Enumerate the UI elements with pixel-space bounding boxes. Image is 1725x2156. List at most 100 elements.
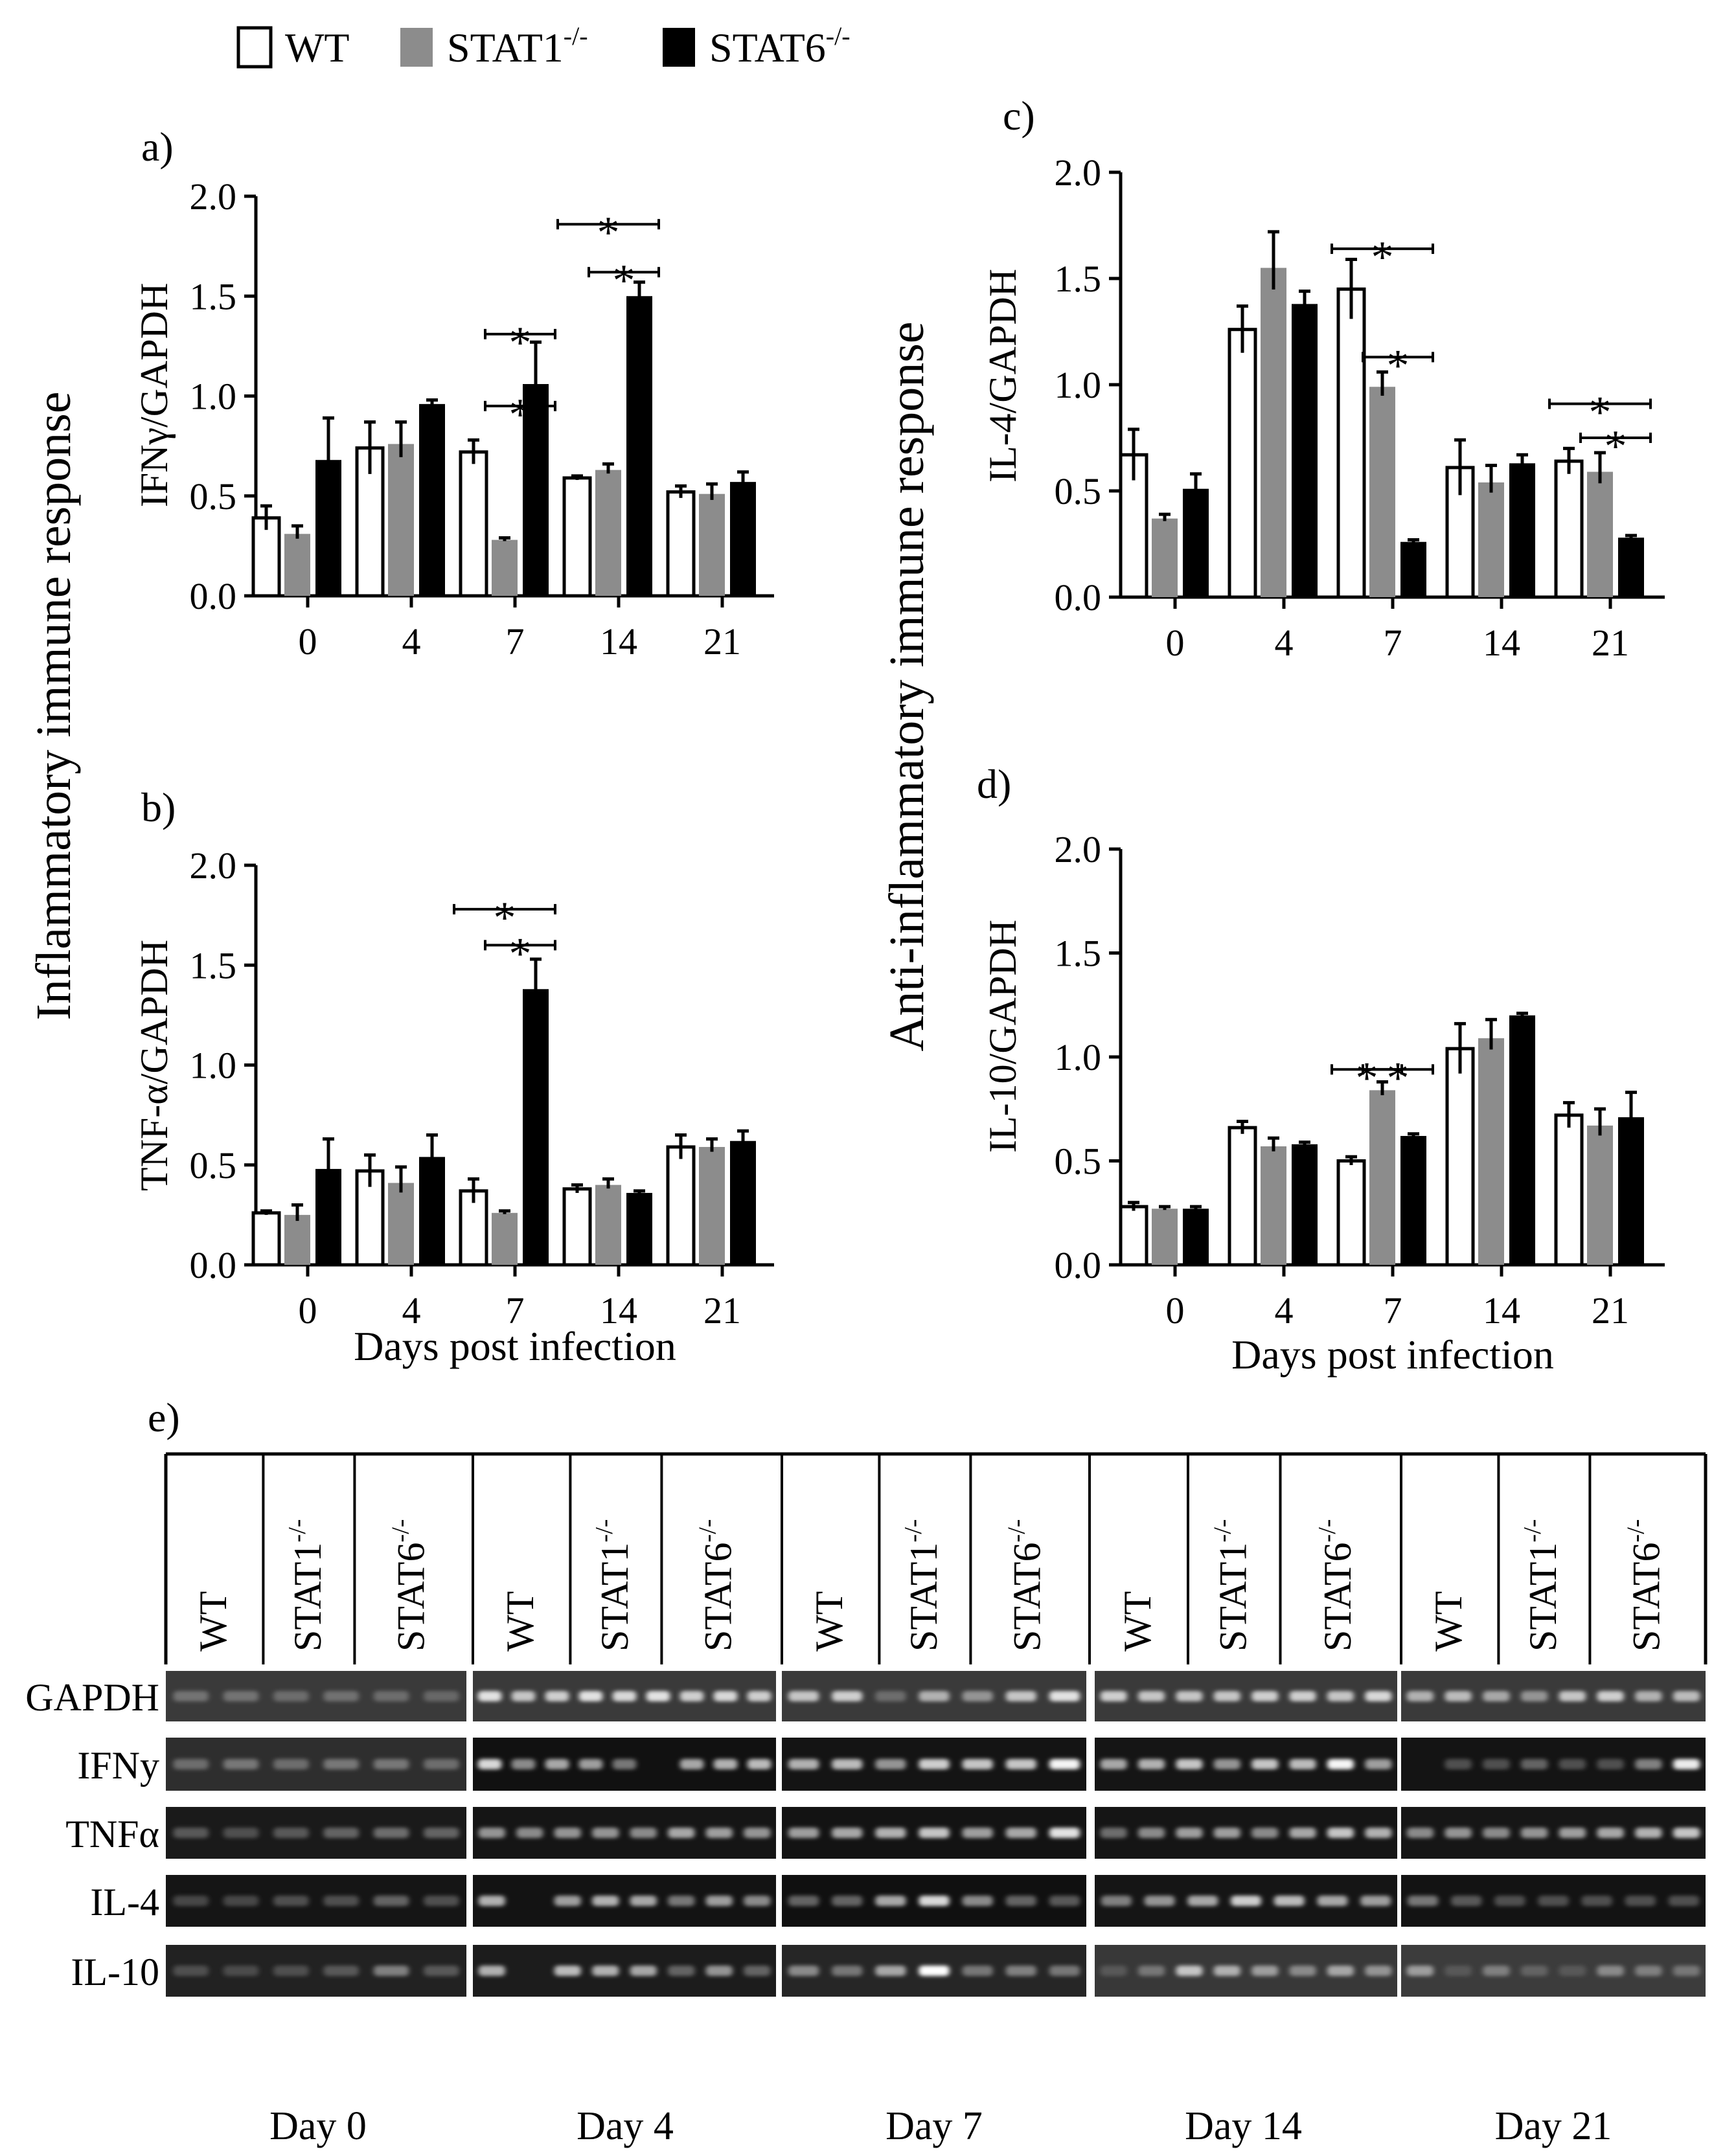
gel-band xyxy=(1049,1896,1080,1906)
bar-wt-day-7 xyxy=(1336,1159,1366,1267)
gel-band xyxy=(747,1691,771,1701)
gel-band xyxy=(1049,1691,1080,1701)
bar-wt-day-14 xyxy=(562,476,592,598)
gel-band xyxy=(1360,1896,1391,1906)
gel-band xyxy=(788,1896,819,1906)
gel-band xyxy=(223,1896,259,1906)
gel-rows: GAPDH IFNy TNFα IL-4 IL-10 xyxy=(25,1671,1706,1997)
legend-item-stat6: STAT6-/- xyxy=(663,21,851,71)
lane-header-main: STAT1 xyxy=(902,1542,945,1651)
y-axis-title: IFNγ/GAPDH xyxy=(133,283,176,508)
gel-band xyxy=(373,1966,409,1976)
gel-band xyxy=(1100,1759,1127,1769)
gel-band xyxy=(705,1896,733,1906)
gel-band xyxy=(1213,1691,1240,1701)
y-tick-label: 0.5 xyxy=(190,1144,237,1186)
lane-header-main: STAT1 xyxy=(1522,1542,1564,1651)
gel-band xyxy=(1289,1828,1316,1838)
gel-band xyxy=(1251,1828,1279,1838)
gel-band xyxy=(1673,1966,1700,1976)
gel-band xyxy=(1005,1759,1036,1769)
gel-band xyxy=(1635,1828,1662,1838)
gel-band xyxy=(962,1691,993,1701)
gel-band xyxy=(373,1896,409,1906)
gel-row-label: GAPDH xyxy=(25,1676,159,1719)
lane-header-stat1: STAT1-/- xyxy=(284,1519,329,1651)
gel-band xyxy=(273,1896,309,1906)
day-label: Day 0 xyxy=(269,2104,367,2148)
gel-band xyxy=(173,1828,209,1838)
gel-band xyxy=(323,1896,359,1906)
bar-wt-day-21 xyxy=(666,1145,696,1267)
significance-star: * xyxy=(509,390,532,440)
y-tick-label: 0.0 xyxy=(190,575,237,617)
gel-band xyxy=(646,1691,670,1701)
bar-stat1-day-14 xyxy=(595,470,621,596)
gel-band xyxy=(919,1828,950,1838)
gel-band xyxy=(713,1691,738,1701)
bar-stat6-day-14 xyxy=(626,1192,652,1265)
gel-lane-block xyxy=(166,1875,466,1927)
gel-band xyxy=(919,1691,950,1701)
bar-stat6-day-4 xyxy=(419,403,445,596)
bar-stat1-day-21 xyxy=(1587,471,1613,597)
gel-band xyxy=(875,1691,906,1701)
lane-header-main: WT xyxy=(1427,1591,1470,1651)
lane-header-wt: WT xyxy=(1427,1591,1470,1651)
gel-band xyxy=(424,1828,459,1838)
gel-band xyxy=(1049,1828,1080,1838)
gel-lane-block xyxy=(166,1738,466,1791)
y-tick-label: 0.5 xyxy=(1055,1140,1102,1183)
gel-band xyxy=(1289,1966,1316,1976)
gel-band xyxy=(1365,1691,1392,1701)
gel-band xyxy=(1365,1828,1392,1838)
gel-band xyxy=(612,1759,637,1769)
gel-band xyxy=(478,1966,505,1976)
lane-header-stat6: STAT6-/- xyxy=(387,1519,433,1651)
y-axis-title: TNF-α/GAPDH xyxy=(133,940,176,1191)
gel-band xyxy=(1521,1828,1548,1838)
gel-band xyxy=(592,1966,619,1976)
gel-band xyxy=(875,1759,906,1769)
x-tick-label: 0 xyxy=(1166,622,1185,664)
lane-header-stat1: STAT1-/- xyxy=(1209,1519,1254,1651)
gel-band xyxy=(788,1759,819,1769)
legend-label-stat6: STAT6-/- xyxy=(709,21,851,71)
bar-stat1-day-4 xyxy=(388,1183,414,1265)
gel-band xyxy=(1597,1966,1624,1976)
bar-stat6-day-21 xyxy=(1618,1117,1644,1265)
gel-band xyxy=(668,1966,695,1976)
y-tick-label: 2.0 xyxy=(190,176,237,218)
inflammatory-group-label: Inflammatory immune response xyxy=(27,392,81,1021)
gel-band xyxy=(1327,1759,1354,1769)
lane-header-main: STAT1 xyxy=(1211,1542,1254,1651)
gel-band xyxy=(1005,1896,1036,1906)
bar-stat1-day-14 xyxy=(595,1185,621,1265)
bar-wt-day-7 xyxy=(1336,287,1366,599)
panel-label-e: e) xyxy=(148,1394,180,1440)
lane-header-main: WT xyxy=(1116,1591,1159,1651)
significance-star: * xyxy=(509,929,532,979)
x-tick-label: 21 xyxy=(703,1289,741,1332)
gel-band xyxy=(477,1759,502,1769)
bar-stat6-day-7 xyxy=(1400,541,1426,597)
gel-band xyxy=(832,1691,863,1701)
panel-label: d) xyxy=(977,761,1011,807)
gel-band xyxy=(273,1691,309,1701)
gel-band xyxy=(1668,1896,1699,1906)
bar-wt-day-14 xyxy=(562,1187,592,1267)
gel-band xyxy=(1100,1966,1127,1976)
gel-band xyxy=(1597,1691,1624,1701)
bar-wt-day-14 xyxy=(1445,1047,1475,1267)
gel-band xyxy=(323,1691,359,1701)
gel-band xyxy=(747,1759,771,1769)
gel-band xyxy=(554,1966,581,1976)
gel-band xyxy=(478,1896,505,1906)
bar-stat6-day-21 xyxy=(730,482,756,596)
gel-band xyxy=(1445,1828,1472,1838)
significance-star: * xyxy=(1589,388,1612,438)
bar-stat6-day-21 xyxy=(1618,538,1644,597)
gel-band xyxy=(1483,1828,1510,1838)
bar-wt-day-21 xyxy=(1554,459,1584,599)
gel-band xyxy=(875,1828,906,1838)
